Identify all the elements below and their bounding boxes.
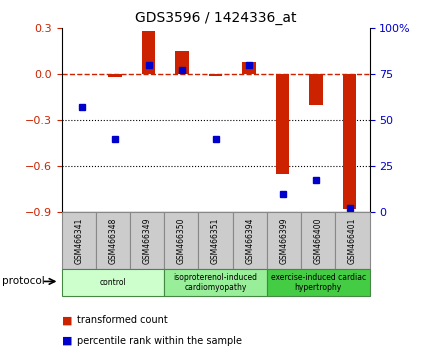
Text: GSM466400: GSM466400 [314,217,323,264]
Text: GSM466401: GSM466401 [348,217,357,264]
Bar [62,212,96,269]
Bar [142,32,155,74]
Text: isoproterenol-induced
cardiomyopathy: isoproterenol-induced cardiomyopathy [174,273,257,292]
Text: GSM466351: GSM466351 [211,217,220,264]
Bar [209,74,222,76]
Bar [109,74,122,78]
Bar [62,269,164,296]
Bar [96,212,130,269]
Text: GSM466394: GSM466394 [246,217,254,264]
Bar [267,212,301,269]
Bar [276,74,289,174]
Bar [198,212,233,269]
Text: control: control [99,278,126,287]
Text: GSM466341: GSM466341 [74,217,83,264]
Bar [164,269,267,296]
Text: GSM466350: GSM466350 [177,217,186,264]
Text: ■: ■ [62,315,72,325]
Bar [242,62,256,74]
Text: GSM466348: GSM466348 [108,217,117,264]
Text: protocol: protocol [2,276,45,286]
Text: GSM466399: GSM466399 [279,217,289,264]
Text: percentile rank within the sample: percentile rank within the sample [77,336,242,346]
Title: GDS3596 / 1424336_at: GDS3596 / 1424336_at [135,11,297,24]
Bar [267,269,370,296]
Bar [176,51,189,74]
Bar [130,212,164,269]
Bar [164,212,198,269]
Bar [335,212,370,269]
Bar [343,74,356,209]
Bar [301,212,335,269]
Bar [233,212,267,269]
Text: exercise-induced cardiac
hypertrophy: exercise-induced cardiac hypertrophy [271,273,366,292]
Text: transformed count: transformed count [77,315,168,325]
Text: GSM466349: GSM466349 [143,217,152,264]
Text: ■: ■ [62,336,72,346]
Bar [309,74,323,105]
